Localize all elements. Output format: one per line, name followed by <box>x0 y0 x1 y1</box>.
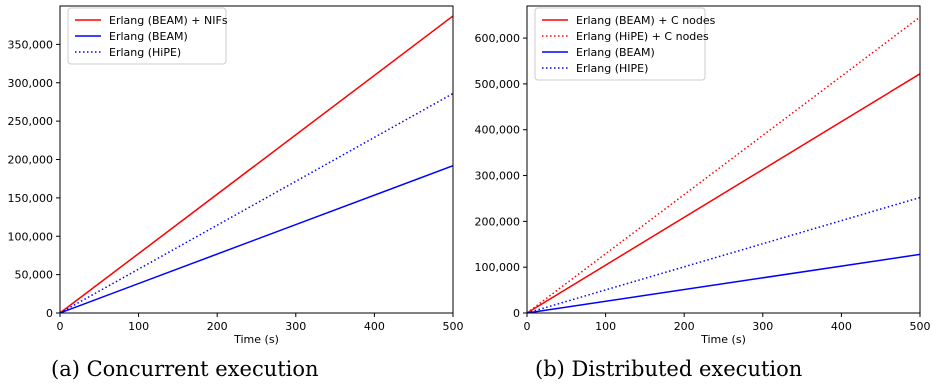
legend-label: Erlang (HiPE) <box>109 46 181 59</box>
series-line-3 <box>527 196 920 313</box>
y-tick-label: 50,000 <box>15 269 54 282</box>
y-tick-label: 300,000 <box>475 170 521 183</box>
x-tick-label: 100 <box>595 320 616 333</box>
x-tick-label: 200 <box>674 320 695 333</box>
x-axis-label: Time (s) <box>233 333 279 346</box>
x-tick-label: 300 <box>752 320 773 333</box>
y-tick-label: 200,000 <box>475 215 521 228</box>
legend-label: Erlang (BEAM) <box>576 46 655 59</box>
y-tick-label: 0 <box>46 307 53 320</box>
legend-label: Erlang (HiPE) + C nodes <box>576 30 709 43</box>
x-tick-label: 300 <box>285 320 306 333</box>
series-line-2 <box>60 92 453 313</box>
legend-label: Erlang (BEAM) + NIFs <box>109 14 228 27</box>
x-tick-label: 0 <box>57 320 64 333</box>
x-tick-label: 0 <box>524 320 531 333</box>
x-tick-label: 400 <box>831 320 852 333</box>
y-tick-label: 250,000 <box>8 115 54 128</box>
x-axis-label: Time (s) <box>700 333 746 346</box>
y-tick-label: 100,000 <box>8 230 54 243</box>
legend-label: Erlang (BEAM) <box>109 30 188 43</box>
legend-box <box>534 7 706 81</box>
x-tick-label: 200 <box>207 320 228 333</box>
x-tick-label: 100 <box>128 320 149 333</box>
y-tick-label: 0 <box>513 307 520 320</box>
x-tick-label: 500 <box>443 320 464 333</box>
y-tick-label: 600,000 <box>475 32 521 45</box>
x-tick-label: 400 <box>364 320 385 333</box>
caption-distributed: (b) Distributed execution <box>535 357 803 381</box>
series-line-0 <box>527 73 920 313</box>
y-tick-label: 200,000 <box>8 154 54 167</box>
y-tick-label: 400,000 <box>475 124 521 137</box>
legend-label: Erlang (HIPE) <box>576 62 648 75</box>
chart-distributed: 0 100 200 300 400 500 0 100,000 200,000 300,000 40… <box>475 5 931 346</box>
y-tick-label: 100,000 <box>475 261 521 274</box>
y-tick-label: 500,000 <box>475 78 521 91</box>
series-line-1 <box>60 164 453 313</box>
y-tick-label: 300,000 <box>8 77 54 90</box>
series-line-0 <box>60 15 453 313</box>
legend-box <box>67 7 227 65</box>
plot-frame <box>526 5 921 314</box>
y-tick-label: 350,000 <box>8 38 54 51</box>
legend-label: Erlang (BEAM) + C nodes <box>576 14 716 27</box>
series-line-2 <box>527 253 920 313</box>
chart-concurrent: 0 100 200 300 400 500 0 50,000 100,000 150,000 200… <box>8 5 464 346</box>
y-tick-label: 150,000 <box>8 192 54 205</box>
x-tick-label: 500 <box>910 320 931 333</box>
caption-concurrent: (a) Concurrent execution <box>51 357 319 381</box>
